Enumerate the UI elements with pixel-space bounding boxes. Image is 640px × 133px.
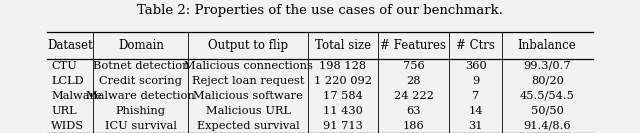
Text: 17 584: 17 584 — [323, 91, 363, 101]
Text: ICU survival: ICU survival — [105, 120, 177, 131]
Text: Phishing: Phishing — [116, 106, 166, 116]
Text: 63: 63 — [406, 106, 420, 116]
Text: Total size: Total size — [315, 39, 371, 52]
Text: CTU: CTU — [51, 61, 77, 71]
Text: 91 713: 91 713 — [323, 120, 363, 131]
Text: 1 220 092: 1 220 092 — [314, 76, 372, 86]
Text: # Ctrs: # Ctrs — [456, 39, 495, 52]
Text: Botnet detection: Botnet detection — [93, 61, 189, 71]
Text: Inbalance: Inbalance — [518, 39, 577, 52]
Text: 9: 9 — [472, 76, 479, 86]
Text: Credit scoring: Credit scoring — [99, 76, 182, 86]
Text: Malware: Malware — [51, 91, 102, 101]
Text: 360: 360 — [465, 61, 486, 71]
Text: 91.4/8.6: 91.4/8.6 — [524, 120, 571, 131]
Text: Table 2: Properties of the use cases of our benchmark.: Table 2: Properties of the use cases of … — [137, 4, 503, 17]
Text: Output to flip: Output to flip — [208, 39, 289, 52]
Text: 31: 31 — [468, 120, 483, 131]
Text: Expected survival: Expected survival — [197, 120, 300, 131]
Text: Domain: Domain — [118, 39, 164, 52]
Text: 756: 756 — [403, 61, 424, 71]
Text: 24 222: 24 222 — [394, 91, 433, 101]
Text: 186: 186 — [403, 120, 424, 131]
Text: Reject loan request: Reject loan request — [192, 76, 305, 86]
Text: LCLD: LCLD — [51, 76, 84, 86]
Text: 28: 28 — [406, 76, 420, 86]
Text: 14: 14 — [468, 106, 483, 116]
Text: Malware detection: Malware detection — [86, 91, 195, 101]
Text: Malicious software: Malicious software — [193, 91, 303, 101]
Text: 7: 7 — [472, 91, 479, 101]
Text: # Features: # Features — [380, 39, 447, 52]
Text: WIDS: WIDS — [51, 120, 84, 131]
Text: 198 128: 198 128 — [319, 61, 367, 71]
Text: Dataset: Dataset — [47, 39, 93, 52]
Text: 80/20: 80/20 — [531, 76, 564, 86]
Text: Malicious connections: Malicious connections — [184, 61, 313, 71]
Text: 45.5/54.5: 45.5/54.5 — [520, 91, 575, 101]
Text: 11 430: 11 430 — [323, 106, 363, 116]
Text: 99.3/0.7: 99.3/0.7 — [524, 61, 571, 71]
Text: 50/50: 50/50 — [531, 106, 564, 116]
Text: Malicious URL: Malicious URL — [206, 106, 291, 116]
Text: URL: URL — [51, 106, 77, 116]
